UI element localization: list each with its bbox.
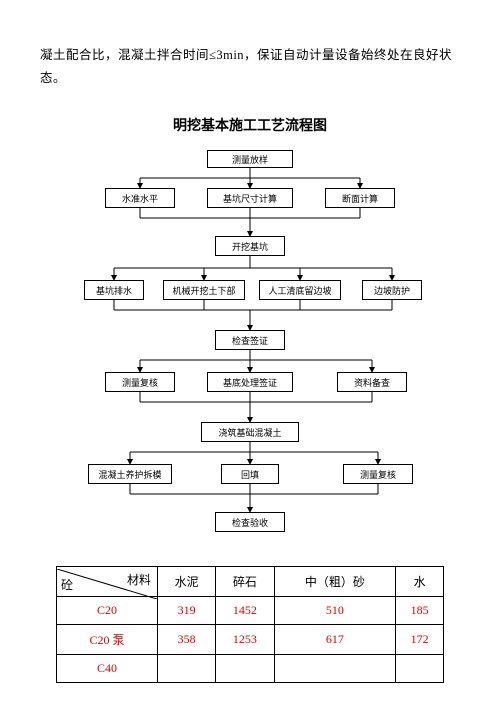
body-paragraph: 凝土配合比，混凝土拌合时间≤3min，保证自动计量设备始终处在良好状态。 — [40, 44, 460, 89]
cell: 185 — [396, 597, 444, 625]
table-row: C20 319 1452 510 185 — [57, 597, 444, 625]
col-header: 水 — [396, 567, 444, 597]
flow-node: 资料备查 — [337, 372, 407, 392]
header-concrete: 砼 — [61, 576, 73, 593]
flow-node: 开挖基坑 — [215, 236, 285, 256]
table-row: C40 — [57, 655, 444, 683]
cell — [396, 655, 444, 683]
flow-node: 水准水平 — [105, 188, 175, 208]
cell: 617 — [274, 625, 396, 655]
flow-node: 测量复核 — [105, 372, 175, 392]
flow-node: 基坑排水 — [84, 280, 144, 300]
flow-node: 回填 — [221, 464, 279, 484]
col-header: 中（粗）砂 — [274, 567, 396, 597]
col-header: 碎石 — [216, 567, 274, 597]
mix-table: 材料 砼 水泥 碎石 中（粗）砂 水 C20 319 1452 510 185 … — [56, 566, 444, 683]
table-header-row: 材料 砼 水泥 碎石 中（粗）砂 水 — [57, 567, 444, 597]
cell: 510 — [274, 597, 396, 625]
flow-title: 明挖基本施工工艺流程图 — [40, 115, 460, 135]
flowchart: 测量放样 水准水平 基坑尺寸计算 断面计算 开挖基坑 基坑排水 机械开挖土下部 … — [0, 144, 500, 604]
cell: 358 — [158, 625, 216, 655]
flow-node: 断面计算 — [325, 188, 395, 208]
cell: 319 — [158, 597, 216, 625]
flow-node: 机械开挖土下部 — [163, 280, 245, 300]
flow-node: 检查验收 — [215, 512, 285, 532]
col-header: 水泥 — [158, 567, 216, 597]
header-materials: 材料 — [127, 571, 151, 588]
flow-node: 浇筑基础混凝土 — [201, 422, 299, 442]
diagonal-header: 材料 砼 — [57, 569, 157, 595]
flow-node: 基坑尺寸计算 — [207, 188, 293, 208]
row-label: C20 泵 — [57, 625, 158, 655]
flow-node: 检查签证 — [215, 330, 285, 350]
flow-node: 混凝土养护拆模 — [88, 464, 172, 484]
flow-node: 测量放样 — [207, 150, 293, 168]
table-row: C20 泵 358 1253 617 172 — [57, 625, 444, 655]
flow-node: 边坡防护 — [362, 280, 422, 300]
cell: 1452 — [216, 597, 274, 625]
cell — [216, 655, 274, 683]
flow-node: 测量复核 — [343, 464, 413, 484]
cell: 1253 — [216, 625, 274, 655]
cell: 172 — [396, 625, 444, 655]
flow-node: 人工清底留边坡 — [259, 280, 341, 300]
cell — [158, 655, 216, 683]
cell — [274, 655, 396, 683]
row-label: C40 — [57, 655, 158, 683]
flow-node: 基底处理签证 — [207, 372, 293, 392]
row-label: C20 — [57, 597, 158, 625]
